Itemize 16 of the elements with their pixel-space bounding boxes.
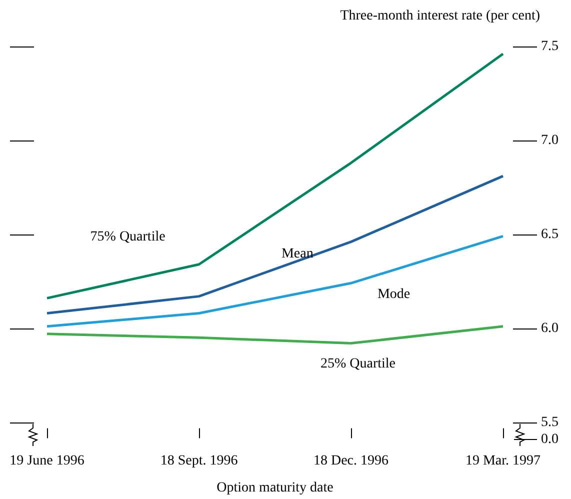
y-tick-label: 5.5: [541, 414, 558, 430]
x-tick-label: 19 Mar. 1997: [465, 453, 541, 468]
y-tick-label: 7.0: [541, 133, 558, 148]
series-label: 75% Quartile: [90, 229, 166, 244]
series-label: Mean: [281, 246, 314, 262]
text: 0.0: [541, 432, 558, 447]
x-tick-label: 18 Dec. 1996: [313, 453, 389, 468]
y-tick-label: 6.5: [541, 226, 558, 242]
x-tick-label: 19 June 1996: [10, 453, 84, 468]
x-tick-label: 18 Sept. 1996: [160, 453, 238, 468]
x-axis-title: Option maturity date: [216, 480, 334, 496]
series-label: Mode: [377, 286, 410, 302]
y-axis-title: Three-month interest rate (per cent): [340, 8, 540, 24]
series-label: 25% Quartile: [320, 356, 396, 372]
y-tick-label: 7.5: [541, 39, 558, 54]
y-tick-label: 6.0: [541, 320, 558, 336]
